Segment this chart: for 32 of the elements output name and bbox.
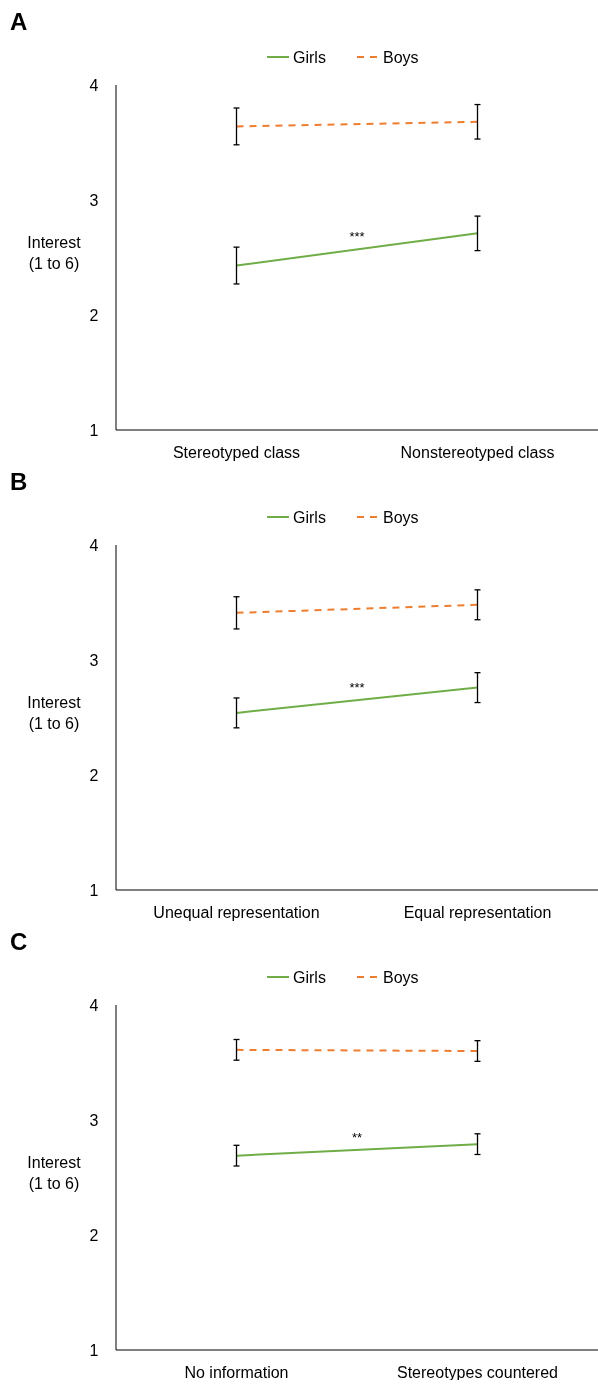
y-tick-label: 2 (89, 1226, 99, 1244)
legend-label: Girls (293, 508, 326, 526)
legend-label: Girls (293, 48, 326, 66)
annotation: *** (349, 680, 365, 696)
x-tick-label: Unequal representation (153, 904, 320, 921)
annotation: *** (349, 229, 365, 245)
y-tick-label: 1 (89, 881, 99, 899)
chart-title: A (10, 8, 28, 35)
legend-label: Boys (383, 508, 419, 526)
y-tick-label: 3 (89, 191, 99, 209)
y-tick-label: 3 (89, 651, 99, 669)
legend-label: Boys (383, 968, 419, 986)
y-axis-title: Interest (1 to 6) (27, 233, 82, 272)
y-tick-label: 3 (89, 1111, 99, 1129)
x-tick-label: No information (184, 1364, 289, 1381)
y-tick-label: 1 (89, 421, 99, 439)
legend-label: Boys (383, 48, 419, 66)
chart-title: C (10, 928, 28, 955)
y-tick-label: 4 (89, 76, 99, 94)
y-axis-title: Interest (1 to 6) (27, 693, 82, 732)
legend-label: Girls (293, 968, 326, 986)
y-axis-title: Interest (1 to 6) (27, 1153, 82, 1192)
x-tick-label: Equal representation (403, 904, 552, 921)
y-tick-label: 2 (89, 766, 99, 784)
chart-title: B (10, 468, 28, 495)
y-tick-label: 4 (89, 996, 99, 1014)
y-tick-label: 4 (89, 536, 99, 554)
x-tick-label: Nonstereotyped class (400, 444, 555, 461)
x-tick-label: Stereotyped class (172, 444, 301, 461)
y-tick-label: 2 (89, 306, 99, 324)
y-tick-label: 1 (89, 1341, 99, 1359)
annotation: ** (351, 1129, 363, 1145)
